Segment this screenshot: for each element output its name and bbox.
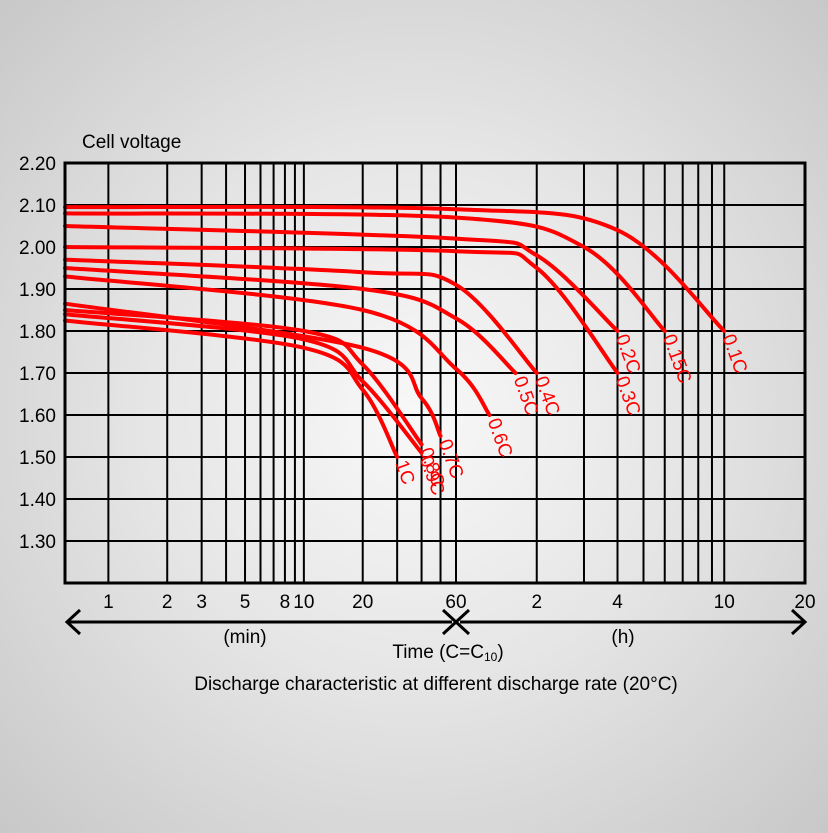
series-line [63, 204, 727, 333]
x-unit-h: (h) [611, 627, 634, 648]
grid-layer [65, 162, 805, 583]
x-tick-label: 20 [352, 592, 373, 613]
y-tick-label: 1.90 [19, 280, 56, 301]
x-axis-label: Time (C=C10) [392, 642, 503, 664]
left-arrowhead-icon [64, 608, 82, 636]
series-line [63, 257, 539, 375]
y-tick-label: 1.30 [19, 532, 56, 553]
plot-frame [63, 161, 807, 585]
series-label: 0.6C [483, 416, 516, 461]
y-tick-label: 2.10 [19, 196, 56, 217]
x-tick-label: 8 [280, 592, 291, 613]
series-label: 0.1C [718, 332, 751, 377]
x-tick-label: 2 [162, 592, 173, 613]
right-arrowhead-icon [790, 608, 808, 636]
series-line [63, 312, 424, 455]
series-line [63, 301, 443, 438]
y-axis-label: Cell voltage [82, 132, 181, 153]
chart-title: Discharge characteristic at different di… [194, 674, 678, 695]
series-label: 1C [390, 458, 418, 488]
y-tick-label: 2.00 [19, 238, 56, 259]
x-tick-label: 2 [531, 592, 542, 613]
x-axis-label-main: Time (C=C [392, 642, 484, 663]
series-label: 0.15C [658, 332, 695, 387]
x-tick-label: 5 [240, 592, 251, 613]
x-tick-label: 10 [714, 592, 735, 613]
curve-layer [63, 204, 727, 459]
x-tick-label: 20 [794, 592, 815, 613]
x-tick-label: 10 [293, 592, 314, 613]
series-line [63, 318, 400, 459]
y-tick-label: 1.60 [19, 406, 56, 427]
time-axis-arrows [64, 608, 808, 636]
y-tick-label: 1.70 [19, 364, 56, 385]
x-tick-label: 1 [103, 592, 114, 613]
series-line [63, 274, 492, 417]
mid-arrowhead-right-icon [453, 608, 471, 636]
y-tick-label: 1.40 [19, 490, 56, 511]
x-tick-label: 4 [612, 592, 623, 613]
x-tick-labels: 1 2 3 5 8 10 20 60 2 4 10 20 [103, 592, 815, 613]
x-unit-min: (min) [223, 627, 266, 648]
series-label: 0.3C [611, 374, 644, 419]
y-tick-labels: 2.20 2.10 2.00 1.90 1.80 1.70 1.60 1.50 1.40 1.30 [19, 154, 56, 553]
series-line [63, 224, 620, 333]
x-axis-label-subscript: 10 [484, 650, 498, 664]
series-line [63, 211, 667, 333]
series-line [63, 266, 518, 375]
x-axis-label-close: ) [497, 642, 503, 663]
x-tick-label: 60 [445, 592, 466, 613]
y-tick-label: 2.20 [19, 154, 56, 175]
y-tick-label: 1.50 [19, 448, 56, 469]
series-line [63, 245, 620, 375]
y-tick-label: 1.80 [19, 322, 56, 343]
x-tick-label: 3 [196, 592, 207, 613]
